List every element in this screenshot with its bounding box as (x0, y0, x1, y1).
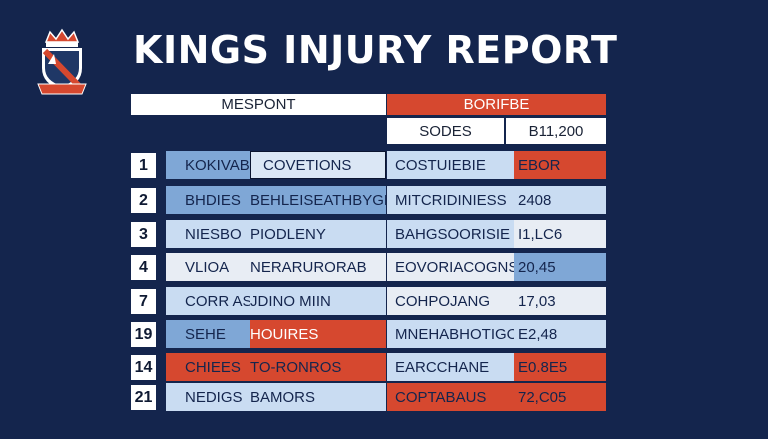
status-cell: 72,C05 (514, 383, 606, 411)
injury-cell: COPTABAUS (387, 383, 514, 411)
header-right: BORIFBE (387, 94, 606, 115)
status-cell: EBOR (514, 151, 606, 179)
row-number: 2 (131, 188, 156, 213)
player-second-cell: JDINO MIIN (250, 287, 386, 315)
row-number: 1 (131, 153, 156, 178)
status-cell: E2,48 (514, 320, 606, 348)
status-cell: I1,LC6 (514, 220, 606, 248)
player-first-cell: BHDIES (166, 186, 250, 214)
player-second-cell: TO-RONROS (250, 353, 386, 381)
injury-cell: BAHGSOORISIE (387, 220, 514, 248)
player-second-cell: BEHLEISEATHBYGE (250, 186, 386, 214)
status-cell: E0.8E5 (514, 353, 606, 381)
player-second-cell: HOUIRES (250, 320, 386, 348)
injury-cell: COHPOJANG (387, 287, 514, 315)
row-number: 3 (131, 222, 156, 247)
status-cell: 2408 (514, 186, 606, 214)
header-left: MESPONT (131, 94, 386, 115)
row-number: 7 (131, 289, 156, 314)
player-second-cell: PIODLENY (250, 220, 386, 248)
row-number: 4 (131, 255, 156, 280)
player-first-cell: NIESBO (166, 220, 250, 248)
player-first-cell: SEHE (166, 320, 250, 348)
player-second-cell: BAMORS (250, 383, 386, 411)
injury-cell: EOVORIACOGNS (387, 253, 514, 281)
player-first-cell: VLIOA (166, 253, 250, 281)
injury-cell: COSTUIEBIE (387, 151, 514, 179)
player-second-cell: NERARURORAB (250, 253, 386, 281)
page-title: KINGS INJURY REPORT (133, 28, 618, 72)
injury-cell: MITCRIDINIESS (387, 186, 514, 214)
player-first-cell: NEDIGS (166, 383, 250, 411)
injury-cell: EARCCHANE (387, 353, 514, 381)
player-first-cell: CORR AS (166, 287, 250, 315)
subheader-b: B11,200 (506, 118, 606, 144)
status-cell: 20,45 (514, 253, 606, 281)
status-cell: 17,03 (514, 287, 606, 315)
player-first-cell: KOKIVAB (166, 151, 250, 179)
subheader-a: SODES (387, 118, 504, 144)
row-number: 14 (131, 355, 156, 380)
row-number: 21 (131, 385, 156, 410)
player-first-cell: CHIEES (166, 353, 250, 381)
row-number: 19 (131, 322, 156, 347)
kings-crest-logo (34, 28, 90, 98)
player-second-cell: COVETIONS (250, 151, 386, 179)
injury-cell: MNEHABHOTIGO (387, 320, 514, 348)
